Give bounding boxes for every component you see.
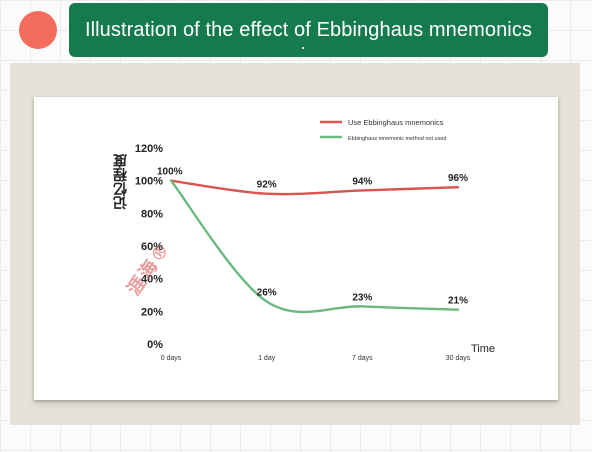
title-banner: Illustration of the effect of Ebbinghaus… (69, 3, 548, 57)
data-label: 23% (352, 292, 372, 303)
red-dot-icon (19, 11, 57, 49)
y-tick-label: 80% (141, 208, 163, 220)
data-label: 96% (448, 173, 468, 184)
y-tick-label: 60% (141, 241, 163, 253)
series-line-without-mnemonics (169, 179, 460, 314)
y-tick-label: 20% (141, 306, 163, 318)
series-line-with-mnemonics (169, 179, 460, 196)
data-label: 100% (157, 167, 183, 178)
data-label: 26% (257, 288, 277, 299)
x-tick-label: 30 days (446, 355, 471, 362)
data-label: 92% (257, 180, 277, 191)
data-label: 21% (448, 296, 468, 307)
title-underscore-mark (302, 47, 304, 49)
x-tick-label: 7 days (352, 355, 373, 362)
y-axis-label: 记忆程度 (112, 154, 128, 210)
x-tick-label: 1 day (258, 355, 276, 362)
x-tick-label: 0 days (161, 355, 182, 362)
y-tick-label: 120% (135, 143, 163, 155)
chart-card (34, 97, 558, 400)
data-label: 94% (352, 176, 372, 187)
y-tick-label: 0% (147, 339, 163, 351)
x-axis-label: Time (471, 343, 495, 355)
legend-label: Ebbinghaus mnemonic method not used (348, 136, 446, 142)
y-tick-label: 100% (135, 176, 163, 188)
page-title: Illustration of the effect of Ebbinghaus… (84, 18, 533, 41)
legend-label: Use Ebbinghaus mnemonics (348, 118, 444, 127)
y-tick-label: 40% (141, 274, 163, 286)
